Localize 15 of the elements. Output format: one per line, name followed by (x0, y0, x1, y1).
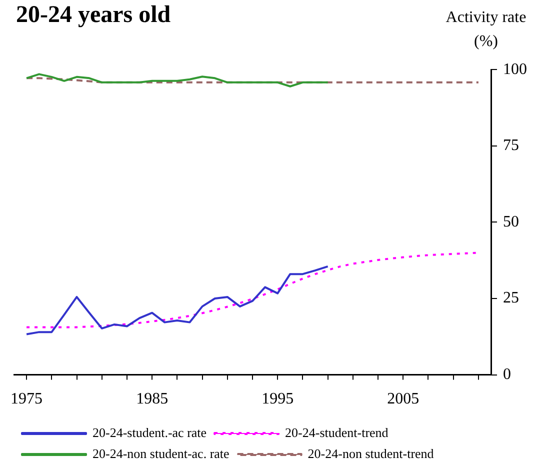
chart-title: 20-24 years old (16, 2, 171, 29)
legend-label: 20-24-non student-trend (308, 446, 434, 461)
y-tick-label: 50 (503, 213, 519, 230)
y-tick-label: 25 (503, 290, 519, 307)
x-tick-label: 1985 (136, 390, 168, 408)
x-tick-label: 2005 (387, 390, 420, 408)
y-tick-label: 75 (503, 137, 519, 154)
legend-label: 20-24-non student-ac. rate (92, 446, 230, 461)
x-tick-label: 1995 (262, 390, 294, 408)
y-axis-title: Activity rate (%) (444, 8, 528, 52)
y-tick-label: 100 (503, 60, 527, 78)
x-tick-label: 1975 (10, 390, 43, 408)
legend-label: 20-24-student.-ac rate (92, 424, 207, 440)
legend-label: 20-24-student-trend (285, 424, 389, 440)
y-tick-label: 0 (503, 366, 511, 384)
